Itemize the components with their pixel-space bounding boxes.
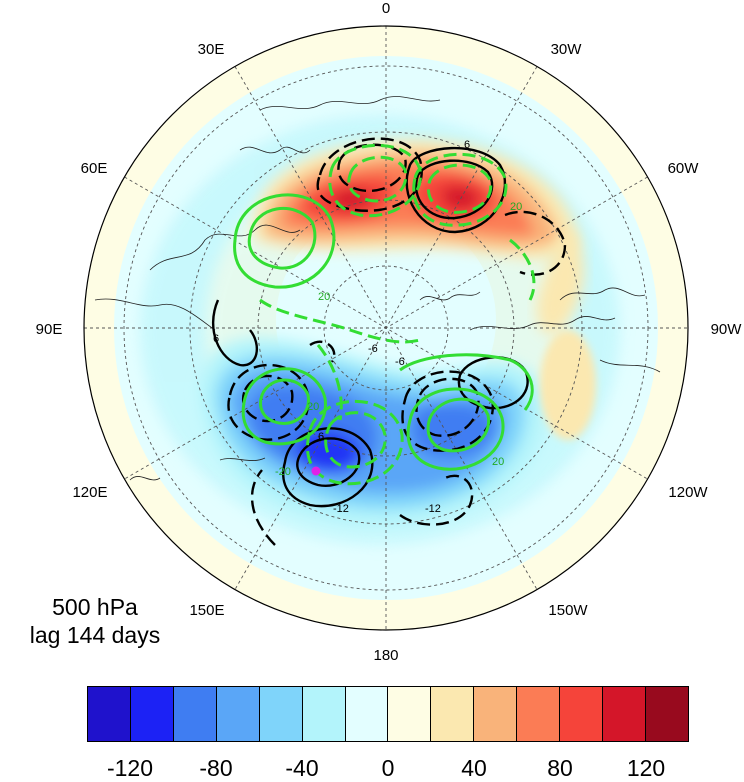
colorbar-tick-label: 120: [626, 755, 666, 781]
colorbar-swatch: [173, 687, 217, 741]
colorbar-tick-label: 80: [547, 755, 573, 781]
colorbar-swatch: [130, 687, 174, 741]
colorbar-swatch: [388, 687, 432, 741]
colorbar-swatch: [431, 687, 475, 741]
lon-label-180: 180: [373, 647, 398, 664]
colorbar-tick-label: -120: [106, 755, 154, 781]
contour-label: 6: [213, 333, 219, 345]
contour-label: 20: [510, 201, 522, 213]
lon-label-60e: 60E: [81, 160, 108, 177]
contour-label: 20: [318, 291, 330, 303]
contour-label: -6: [395, 356, 405, 368]
contours: [212, 137, 567, 546]
coastlines: [94, 96, 661, 481]
contour-label: -12: [333, 503, 349, 515]
contour-labels: -12 -12 6 -6 -6 6 6 20 20 20 -20 20: [213, 139, 522, 515]
colorbar-swatch: [517, 687, 561, 741]
contour-label: -12: [425, 503, 441, 515]
colorbar-tick-label: 0: [381, 755, 395, 781]
colorbar-swatch: [88, 687, 131, 741]
colorbar: [87, 686, 689, 742]
colorbar-tick-label: 40: [461, 755, 487, 781]
figure-caption: 500 hPa lag 144 days: [0, 593, 190, 649]
contour-label: 6: [464, 139, 470, 151]
colorbar-swatch: [645, 687, 688, 741]
lon-label-60w: 60W: [668, 160, 700, 177]
contour-label: -6: [368, 343, 378, 355]
lon-label-150w: 150W: [548, 602, 588, 619]
colorbar-tick-label: -80: [199, 755, 233, 781]
colorbar-swatch: [259, 687, 303, 741]
pressure-level-label: 500 hPa: [52, 594, 138, 620]
colorbar-swatch: [216, 687, 260, 741]
colorbar-swatch: [345, 687, 389, 741]
map-border: [83, 25, 689, 631]
location-marker: [311, 466, 321, 476]
lon-label-90e: 90E: [36, 321, 63, 338]
colorbar-swatch: [560, 687, 604, 741]
lon-label-150e: 150E: [189, 602, 224, 619]
lag-label: lag 144 days: [29, 622, 161, 648]
colorbar-swatch: [603, 687, 646, 741]
lon-label-30e: 30E: [198, 41, 225, 58]
lon-label-90w: 90W: [711, 321, 743, 338]
graticule: [84, 26, 688, 630]
contour-label: 6: [318, 431, 324, 443]
contour-label: 20: [492, 456, 504, 468]
lon-label-120e: 120E: [72, 484, 107, 501]
lon-label-120w: 120W: [668, 484, 708, 501]
colorbar-swatch: [474, 687, 518, 741]
contour-label: 20: [307, 401, 319, 413]
contour-label: -20: [275, 466, 291, 478]
lon-label-0: 0: [382, 0, 390, 17]
colorbar-tick-label: -40: [285, 755, 319, 781]
lon-label-30w: 30W: [551, 41, 583, 58]
colorbar-swatch: [302, 687, 346, 741]
